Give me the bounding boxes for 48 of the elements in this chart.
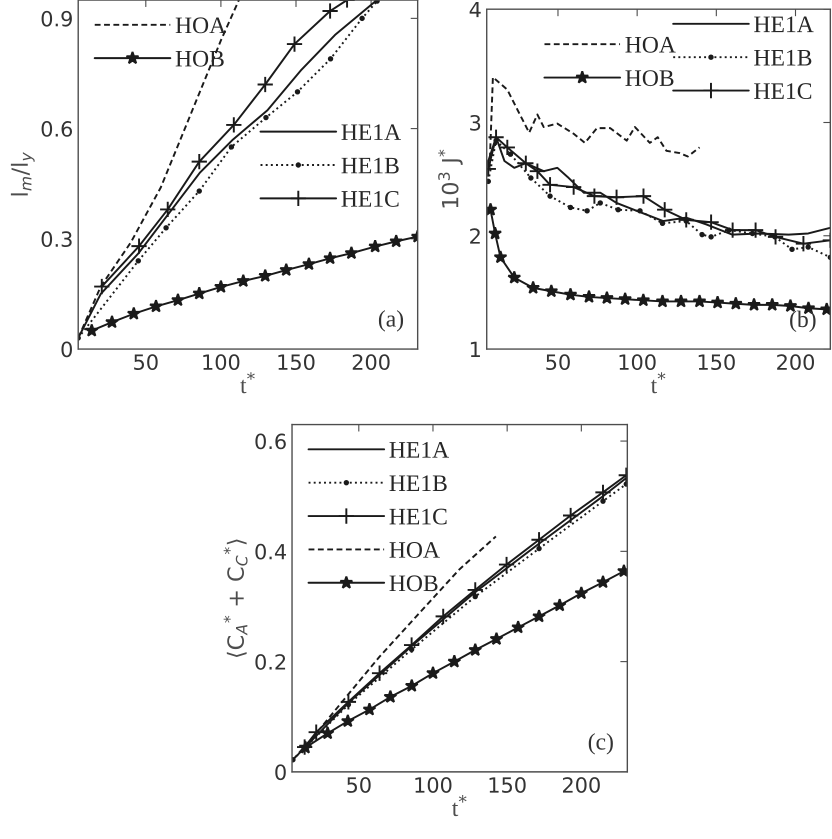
legend-label: HOA <box>176 17 226 34</box>
x-tick-label: 100 <box>415 777 452 793</box>
y-axis-title: l$_{m}$/l$_{y}$ <box>10 152 35 196</box>
y-tick-label: 3 <box>470 114 480 131</box>
legend-label: HE1A <box>390 442 449 458</box>
annotation: (b) <box>790 310 816 332</box>
x-tick-label: 150 <box>490 777 526 793</box>
legend-label: HE1B <box>754 50 812 66</box>
x-tick-label: 200 <box>562 777 600 793</box>
x-tick-label: 200 <box>352 354 390 370</box>
legend-label: HE1A <box>754 16 814 32</box>
legend-label: HOB <box>625 70 674 86</box>
x-tick-label: 150 <box>278 354 314 370</box>
x-tick-label: 100 <box>620 354 656 370</box>
x-axis-title: t$^{*}$ <box>240 372 255 394</box>
y-tick-label: 0.6 <box>255 434 286 450</box>
y-tick-label: 2 <box>470 228 480 244</box>
y-axis-title: 10$^{3}$ J$^{*}$ <box>438 150 463 208</box>
x-axis-title: t$^{*}$ <box>452 795 467 816</box>
legend-label: HE1C <box>390 508 447 525</box>
y-axis-title: ⟨C$_{A}$$^{*}$ + C$_{C}$$^{*}$⟩ <box>224 540 248 657</box>
legend-label: HOA <box>390 542 440 558</box>
x-tick-label: 150 <box>698 354 735 370</box>
annotation: (a) <box>378 310 404 332</box>
annotation: (c) <box>588 733 613 755</box>
legend-label: HOA <box>625 36 676 53</box>
y-tick-label: 0.6 <box>42 121 72 137</box>
x-tick-label: 200 <box>777 354 814 370</box>
x-tick-label: 50 <box>546 354 570 370</box>
y-tick-label: 0.4 <box>255 544 286 560</box>
y-tick-label: 0 <box>275 764 286 780</box>
y-tick-label: 0.2 <box>255 654 286 670</box>
x-tick-label: 100 <box>203 354 240 370</box>
legend-label: HOB <box>390 575 438 592</box>
legend-label: HE1C <box>341 191 399 207</box>
y-tick-label: 1 <box>470 342 480 357</box>
y-tick-label: 0.9 <box>42 10 72 27</box>
y-tick-label: 0.3 <box>42 231 72 248</box>
y-tick-label: 4 <box>470 2 481 18</box>
x-axis-title: t$^{*}$ <box>650 372 666 394</box>
legend-label: HE1A <box>341 124 401 140</box>
x-tick-label: 50 <box>347 777 371 793</box>
legend-label: HE1C <box>754 83 812 100</box>
y-tick-label: 0 <box>61 341 72 358</box>
legend-label: HOB <box>176 50 224 67</box>
legend-label: HE1B <box>341 158 399 174</box>
legend-label: HE1B <box>390 475 447 492</box>
x-tick-label: 50 <box>134 354 158 370</box>
